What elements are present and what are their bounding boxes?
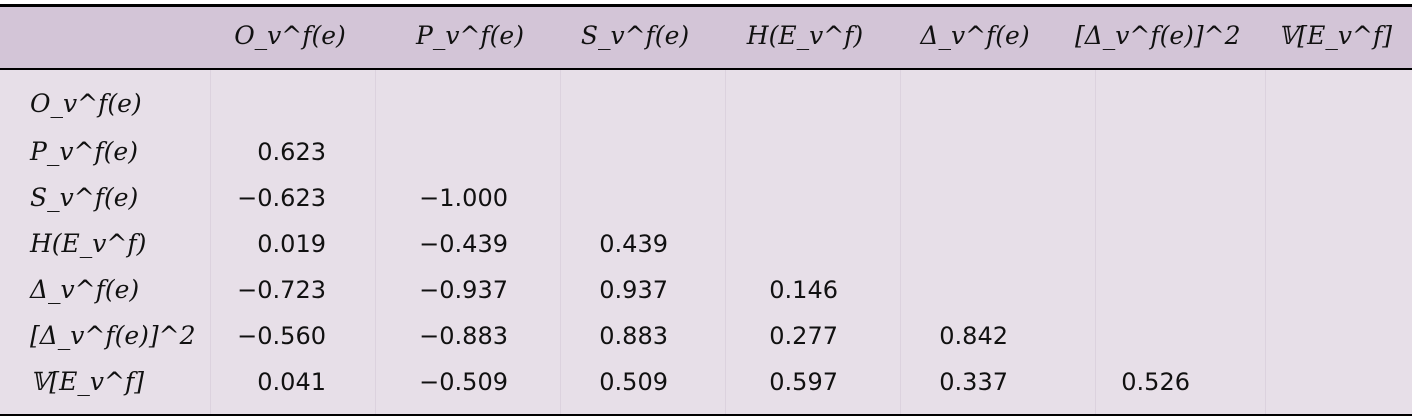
column-divider [560,70,561,414]
column-header: O_v^f(e) [234,21,346,50]
column-header: Δ_v^f(e) [920,21,1030,50]
row-label: Δ_v^f(e) [30,275,140,304]
table-cell: 0.937 [599,276,668,304]
row-label: O_v^f(e) [30,89,142,118]
table-cell: −1.000 [419,184,508,212]
table-cell: 0.439 [599,230,668,258]
row-label: S_v^f(e) [30,183,139,212]
table-cell: 0.883 [599,322,668,350]
table-cell: −0.883 [419,322,508,350]
column-divider [1095,70,1096,414]
table-cell: 0.526 [1121,368,1190,396]
table-header-band [0,7,1412,68]
header-rule [0,68,1412,70]
column-header: P_v^f(e) [416,21,524,50]
table-cell: −0.623 [237,184,326,212]
column-divider [210,70,211,414]
column-divider [375,70,376,414]
table-cell: 0.597 [769,368,838,396]
column-header: H(E_v^f) [746,21,864,50]
top-rule [0,4,1412,7]
table-cell: 0.019 [257,230,326,258]
column-divider [725,70,726,414]
bottom-rule [0,414,1412,416]
table-cell: −0.937 [419,276,508,304]
table-cell: −0.723 [237,276,326,304]
table-cell: 0.509 [599,368,668,396]
column-header: S_v^f(e) [580,21,690,50]
column-divider [900,70,901,414]
row-label: H(E_v^f) [30,229,147,258]
table-cell: −0.560 [237,322,326,350]
row-label: [Δ_v^f(e)]^2 [30,321,196,350]
column-divider [1265,70,1266,414]
table-cell: 0.041 [257,368,326,396]
table-cell: 0.842 [939,322,1008,350]
table-cell: −0.439 [419,230,508,258]
table-cell: 0.623 [257,138,326,166]
column-header: [Δ_v^f(e)]^2 [1075,21,1241,50]
table-cell: 0.337 [939,368,1008,396]
table-cell: −0.509 [419,368,508,396]
row-label: 𝕍[E_v^f] [30,367,144,396]
row-label: P_v^f(e) [30,137,138,166]
table-cell: 0.277 [769,322,838,350]
table-cell: 0.146 [769,276,838,304]
column-header: 𝕍[E_v^f] [1278,21,1392,50]
correlation-table: O_v^f(e) P_v^f(e) S_v^f(e) H(E_v^f) Δ_v^f(e)… [0,4,1412,416]
